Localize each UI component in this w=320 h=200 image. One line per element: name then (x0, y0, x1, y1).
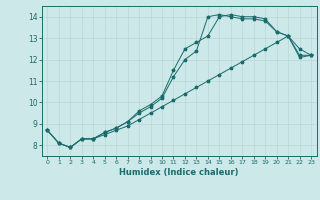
X-axis label: Humidex (Indice chaleur): Humidex (Indice chaleur) (119, 168, 239, 177)
